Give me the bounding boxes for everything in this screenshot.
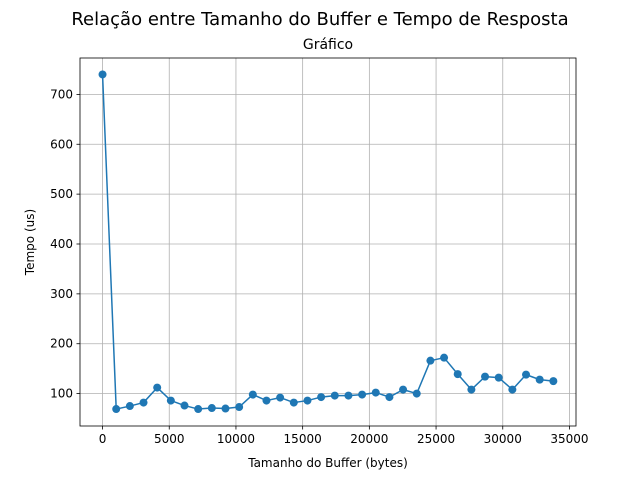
- x-tick-label: 20000: [350, 432, 388, 446]
- data-point: [125, 402, 134, 411]
- x-tick-label: 5000: [154, 432, 185, 446]
- data-point: [98, 70, 107, 79]
- plot-frame: [79, 57, 577, 427]
- data-point: [453, 370, 462, 379]
- grid: [80, 58, 576, 426]
- chart-title: Gráfico: [303, 37, 353, 53]
- data-point: [207, 404, 216, 413]
- x-tick-label: 35000: [550, 432, 588, 446]
- x-axis-label: Tamanho do Buffer (bytes): [247, 456, 408, 470]
- series-line: [101, 74, 554, 410]
- y-tick-label: 100: [50, 387, 73, 401]
- data-point: [221, 404, 230, 413]
- x-axis-ticks: 0 5000 10000 15000 20000 25000 30000 35000: [99, 426, 589, 446]
- data-point: [235, 403, 244, 412]
- data-point: [412, 389, 421, 398]
- data-point: [549, 377, 558, 386]
- data-point: [139, 398, 148, 407]
- data-point: [426, 356, 435, 365]
- y-axis-ticks: 100 200 300 400 500 600 700: [50, 87, 80, 401]
- data-point: [112, 405, 121, 414]
- y-tick-label: 300: [50, 287, 73, 301]
- y-tick-label: 200: [50, 337, 73, 351]
- data-point: [508, 385, 517, 394]
- data-point: [467, 385, 476, 394]
- data-point: [166, 396, 175, 405]
- data-point: [330, 391, 339, 400]
- data-point: [440, 353, 449, 362]
- data-point: [371, 388, 380, 397]
- x-tick-label: 0: [99, 432, 107, 446]
- series-group: [98, 70, 558, 414]
- x-tick-label: 15000: [284, 432, 322, 446]
- data-point: [194, 405, 203, 414]
- data-point: [303, 396, 312, 405]
- data-point: [248, 390, 257, 399]
- data-point: [399, 385, 408, 394]
- data-point: [180, 401, 189, 410]
- data-point: [153, 383, 162, 392]
- data-point: [317, 393, 326, 402]
- data-point: [276, 393, 285, 402]
- y-tick-label: 500: [50, 187, 73, 201]
- y-tick-label: 700: [50, 87, 73, 101]
- data-point: [262, 396, 271, 405]
- y-tick-label: 600: [50, 137, 73, 151]
- chart-suptitle: Relação entre Tamanho do Buffer e Tempo …: [71, 9, 568, 30]
- data-point: [289, 398, 298, 407]
- x-tick-label: 10000: [217, 432, 255, 446]
- data-point: [358, 390, 367, 399]
- data-point: [481, 372, 490, 381]
- x-tick-label: 30000: [484, 432, 522, 446]
- data-point: [385, 393, 394, 402]
- y-axis-label: Tempo (us): [23, 209, 37, 276]
- y-tick-label: 400: [50, 237, 73, 251]
- data-point: [494, 373, 503, 382]
- data-point: [522, 370, 531, 379]
- data-point: [344, 391, 353, 400]
- x-tick-label: 25000: [417, 432, 455, 446]
- data-point: [535, 375, 544, 384]
